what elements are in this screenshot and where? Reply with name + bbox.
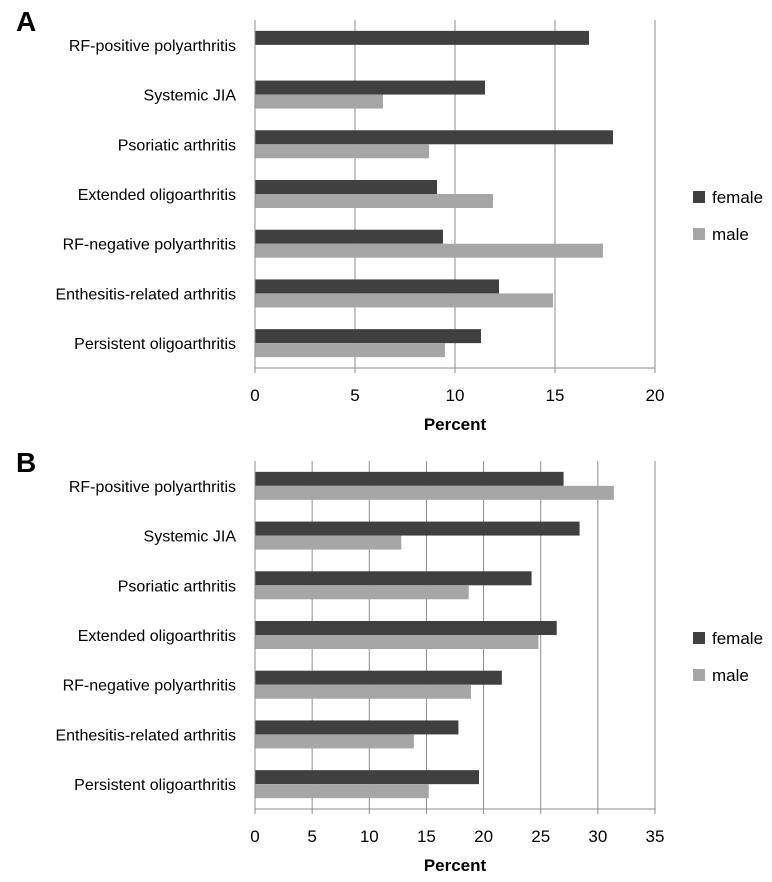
b-x-tick-label-2: 10 (360, 827, 379, 846)
b-legend-label-female: female (712, 629, 763, 648)
a-bar-female-6 (255, 329, 481, 344)
a-bar-male-1 (255, 94, 383, 109)
a-x-tick-label-2: 10 (446, 386, 465, 405)
b-x-tick-label-3: 15 (417, 827, 436, 846)
b-bar-male-1 (255, 535, 402, 550)
b-category-label-6: Persistent oligoarthritis (74, 777, 236, 794)
a-bar-female-4 (255, 229, 443, 244)
a-bar-male-5 (255, 293, 553, 308)
b-x-tick-label-1: 5 (307, 827, 316, 846)
b-bar-female-0 (255, 471, 564, 486)
b-bar-female-2 (255, 571, 532, 586)
a-category-label-0: RF-positive polyarthritis (69, 38, 236, 55)
bar-chart-b: RF-positive polyarthritis Systemic JIA Pso… (55, 461, 763, 875)
b-legend-label-male: male (712, 666, 749, 685)
b-category-label-3: Extended oligoarthritis (78, 628, 236, 645)
a-bar-male-4 (255, 243, 603, 258)
b-bar-female-3 (255, 621, 557, 635)
b-bar-male-3 (255, 635, 539, 649)
b-legend-swatch-female (693, 632, 705, 644)
a-category-label-6: Persistent oligoarthritis (74, 336, 236, 353)
a-bar-female-5 (255, 279, 499, 294)
b-bar-male-2 (255, 585, 469, 600)
b-x-tick-label-4: 20 (474, 827, 493, 846)
a-legend-swatch-female (693, 191, 705, 203)
a-x-tick-label-3: 15 (546, 386, 565, 405)
b-category-label-0: RF-positive polyarthritis (69, 479, 236, 496)
b-bar-male-0 (255, 485, 614, 500)
a-category-label-4: RF-negative polyarthritis (63, 237, 236, 254)
b-x-tick-label-7: 35 (646, 827, 665, 846)
a-bar-male-6 (255, 343, 445, 358)
a-category-label-2: Psoriatic arthritis (118, 137, 236, 154)
a-bar-female-2 (255, 130, 613, 145)
a-x-tick-label-4: 20 (646, 386, 665, 405)
a-legend-swatch-male (693, 228, 705, 240)
b-bar-female-5 (255, 720, 459, 735)
a-x-tick-label-1: 5 (350, 386, 359, 405)
b-bar-female-6 (255, 770, 479, 785)
a-x-axis-title: Percent (424, 415, 487, 434)
b-category-label-5: Enthesitis-related arthritis (55, 727, 236, 744)
a-bar-female-0 (255, 30, 589, 45)
a-bar-female-3 (255, 180, 437, 194)
bar-chart-a: RF-positive polyarthritis Systemic JIA Pso… (55, 20, 763, 434)
chart-panel-a: A RF-positive polyarthritis Systemic JIA P… (16, 6, 763, 434)
b-bar-female-1 (255, 521, 580, 536)
b-x-axis-title: Percent (424, 856, 487, 875)
panel-label-a: A (16, 6, 37, 37)
a-legend-label-female: female (712, 188, 763, 207)
b-bar-male-4 (255, 684, 471, 699)
a-category-label-1: Systemic JIA (144, 88, 237, 105)
b-x-tick-label-5: 25 (531, 827, 550, 846)
b-legend-swatch-male (693, 669, 705, 681)
panel-label-b: B (16, 447, 37, 478)
a-x-tick-label-0: 0 (250, 386, 259, 405)
a-category-label-3: Extended oligoarthritis (78, 187, 236, 204)
b-category-label-4: RF-negative polyarthritis (63, 678, 236, 695)
b-bar-female-4 (255, 670, 502, 685)
a-legend-label-male: male (712, 225, 749, 244)
b-x-tick-label-0: 0 (250, 827, 259, 846)
a-bar-female-1 (255, 80, 485, 95)
a-bar-male-2 (255, 144, 429, 159)
a-category-label-5: Enthesitis-related arthritis (55, 286, 236, 303)
b-bar-male-6 (255, 784, 429, 799)
a-bar-male-3 (255, 194, 493, 208)
b-bar-male-5 (255, 734, 414, 749)
b-category-label-2: Psoriatic arthritis (118, 578, 236, 595)
b-x-tick-label-6: 30 (588, 827, 607, 846)
b-category-label-1: Systemic JIA (144, 529, 237, 546)
chart-panel-b: B RF-positive polyarthritis Systemic JIA P… (0, 441, 772, 882)
